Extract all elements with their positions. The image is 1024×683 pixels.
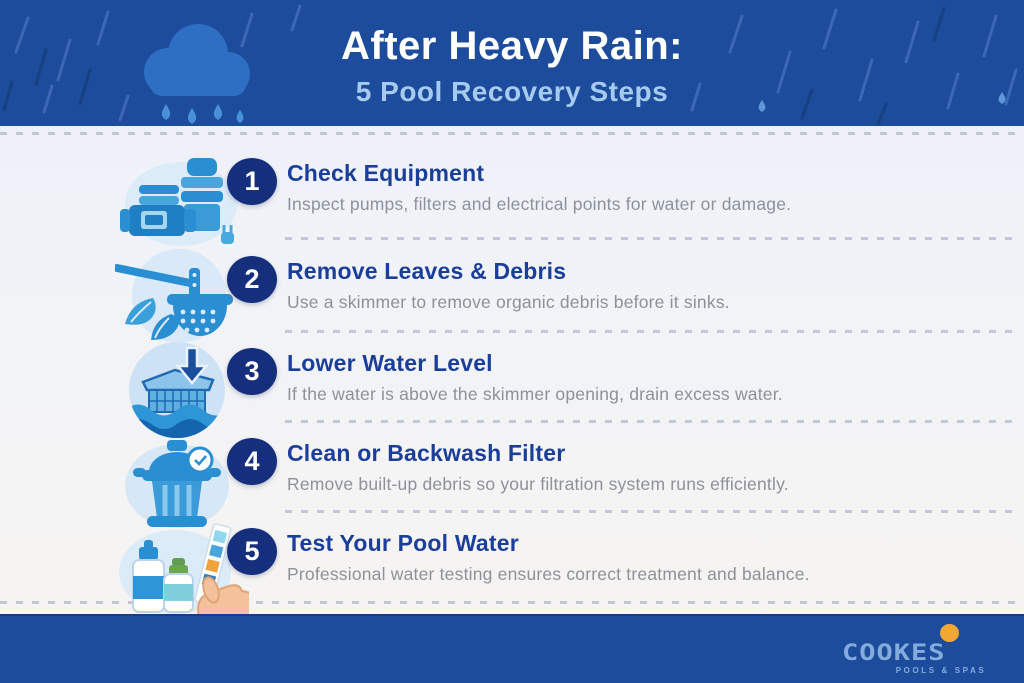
step-title: Clean or Backwash Filter	[287, 440, 566, 466]
footer-bar: COOKES POOLS & SPAS	[0, 614, 1024, 683]
page-subtitle: 5 Pool Recovery Steps	[355, 76, 669, 107]
test-strip-icon	[115, 518, 249, 622]
step-title: Lower Water Level	[287, 350, 493, 376]
page-title: After Heavy Rain:	[341, 24, 683, 68]
down-arrow-icon	[175, 346, 209, 385]
gauge-icon	[186, 446, 214, 474]
step-row-5: 5 Test Your Pool Water Professional wate…	[115, 522, 1020, 622]
step-number-badge: 5	[227, 528, 277, 575]
rain-decoration	[2, 4, 1018, 126]
divider-top	[0, 132, 1024, 135]
step-number-badge: 4	[227, 438, 277, 485]
test-bottle-icon	[132, 540, 165, 613]
brand-tagline: POOLS & SPAS	[895, 666, 987, 675]
rain-cloud-icon	[144, 24, 250, 124]
step-description: Use a skimmer to remove organic debris b…	[287, 292, 730, 312]
divider-bottom	[0, 601, 1024, 604]
step-row-3: 3 Lower Water Level If the water is abov…	[115, 342, 1020, 442]
divider-step-2	[285, 330, 1014, 333]
skimmer-net-icon	[115, 246, 239, 350]
step-number: 1	[244, 166, 260, 196]
divider-step-4	[285, 510, 1014, 513]
step-row-4: 4 Clean or Backwash Filter Remove built-…	[115, 432, 1020, 532]
step-row-1: 1 Check Equipment Inspect pumps, filters…	[115, 152, 1020, 252]
divider-step-1	[285, 237, 1014, 240]
step-number: 4	[244, 446, 260, 476]
step-number-badge: 2	[227, 256, 277, 303]
step-description: Inspect pumps, filters and electrical po…	[287, 194, 792, 214]
step-row-2: 2 Remove Leaves & Debris Use a skimmer t…	[115, 249, 1020, 350]
step-description: Professional water testing ensures corre…	[287, 564, 810, 584]
step-description: Remove built-up debris so your filtratio…	[287, 474, 789, 494]
header-banner: After Heavy Rain: 5 Pool Recovery Steps	[0, 0, 1024, 126]
step-number-badge: 1	[227, 158, 277, 205]
plug-icon	[221, 225, 234, 244]
brand-name: COOKES	[842, 640, 946, 666]
pump-equipment-icon	[115, 148, 239, 252]
brand-logo: COOKES POOLS & SPAS	[842, 622, 1002, 682]
logo-sun-icon	[940, 624, 959, 642]
step-number: 2	[244, 264, 260, 294]
step-description: If the water is above the skimmer openin…	[287, 384, 783, 404]
filter-canister-icon	[115, 428, 239, 532]
step-number: 3	[244, 356, 260, 386]
step-number-badge: 3	[227, 348, 277, 395]
step-title: Remove Leaves & Debris	[287, 258, 567, 284]
leaf-icon	[125, 298, 180, 340]
reagent-bottle-icon	[163, 558, 194, 613]
divider-step-3	[285, 420, 1014, 423]
step-title: Test Your Pool Water	[287, 530, 519, 556]
hand-icon	[197, 576, 249, 622]
step-title: Check Equipment	[287, 160, 485, 186]
step-number: 5	[244, 536, 260, 566]
water-level-icon	[115, 338, 239, 442]
